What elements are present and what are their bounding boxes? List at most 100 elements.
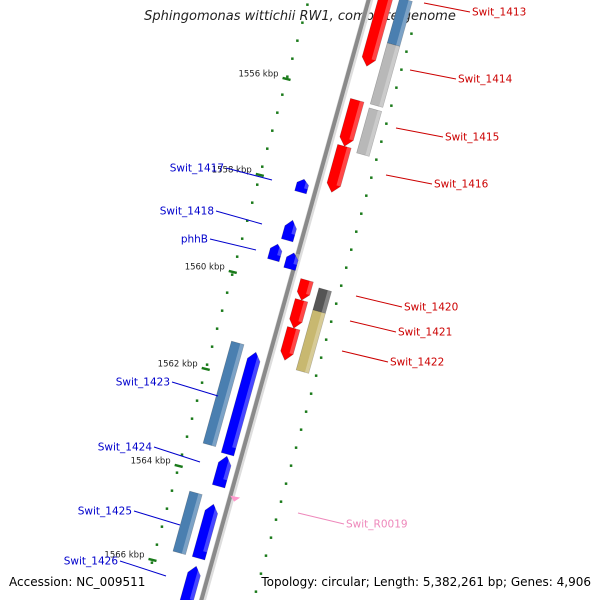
tick-mark <box>148 557 157 563</box>
cds-swit-1425-block <box>172 490 203 555</box>
track-dot <box>271 129 274 132</box>
track-dot <box>250 201 254 204</box>
track-dot <box>304 410 308 413</box>
tick-mark <box>201 366 211 372</box>
label-swit-1425[interactable]: Swit_1425 <box>78 506 132 518</box>
track-dot <box>319 356 323 359</box>
label-swit-1415[interactable]: Swit_1415 <box>445 132 499 144</box>
label-swit-1421[interactable]: Swit_1421 <box>398 327 452 339</box>
tick-label: 1564 kbp <box>131 456 171 466</box>
track-dot <box>210 345 214 348</box>
label-swit-1424-leader <box>153 446 201 463</box>
track-dot <box>261 165 264 168</box>
track-dot <box>350 248 353 251</box>
track-dot <box>170 489 174 492</box>
label-swit-1413[interactable]: Swit_1413 <box>472 7 526 19</box>
track-dot <box>205 363 209 366</box>
gene-swit-1415-arrow <box>339 98 365 147</box>
track-dot <box>160 525 164 528</box>
label-swit-1423[interactable]: Swit_1423 <box>116 377 170 389</box>
track-dot <box>291 57 294 60</box>
label-swit-1415-leader <box>395 127 444 138</box>
gene-swit-1423-arrow <box>220 351 263 457</box>
label-phhb[interactable]: phhB <box>181 234 208 246</box>
track-dot <box>195 399 199 402</box>
label-swit-1421-leader <box>349 320 397 333</box>
track-dot <box>306 3 309 6</box>
track-dot <box>301 21 304 24</box>
label-swit-1424[interactable]: Swit_1424 <box>98 442 153 454</box>
track-dot <box>289 464 293 467</box>
track-dot <box>240 237 244 240</box>
label-swit-1422-leader <box>341 350 389 363</box>
gene-swit-1413-arrow <box>361 0 394 67</box>
cds-swit-1423-block <box>202 340 245 447</box>
gene-swit-1424-arrow <box>211 455 234 489</box>
track-dot <box>279 500 283 503</box>
track-dot <box>200 381 204 384</box>
tick-mark <box>228 269 238 275</box>
label-swit-1418[interactable]: Swit_1418 <box>160 206 214 218</box>
label-swit-1422[interactable]: Swit_1422 <box>390 357 444 369</box>
track-dot <box>400 68 403 71</box>
track-dot <box>259 572 263 575</box>
gene-swit-1426-arrow <box>178 565 203 600</box>
gene-swit-1425-arrow <box>191 503 220 561</box>
track-dot <box>294 446 298 449</box>
track-dot <box>410 32 413 35</box>
label-swit-1423-leader <box>171 381 219 397</box>
tick-label: 1562 kbp <box>158 359 198 369</box>
label-swit-1417[interactable]: Swit_1417 <box>170 163 224 175</box>
label-swit-1420[interactable]: Swit_1420 <box>404 302 458 314</box>
track-dot <box>264 554 268 557</box>
gene-swit-1416-arrow <box>326 144 352 193</box>
rna-swit-r0019-marker <box>230 495 241 502</box>
track-dot <box>329 320 333 323</box>
label-swit-r0019[interactable]: Swit_R0019 <box>346 519 408 531</box>
label-swit-1420-leader <box>355 295 403 308</box>
accession-text: Accession: NC_009511 <box>9 575 146 589</box>
label-swit-1414[interactable]: Swit_1414 <box>458 74 513 86</box>
backbone <box>199 0 371 600</box>
track-dot <box>165 507 169 510</box>
cds-swit-1421-block <box>295 309 326 374</box>
track-dot <box>185 435 189 438</box>
topology-text: Topology: circular; Length: 5,382,261 bp… <box>261 575 591 589</box>
track-dot <box>344 266 348 269</box>
label-swit-1426[interactable]: Swit_1426 <box>64 556 119 568</box>
track-dot <box>269 536 273 539</box>
gene-swit-1417-arrow <box>294 178 310 195</box>
gene-swit-1418-arrow <box>280 219 299 243</box>
track-dot <box>180 453 184 456</box>
label-swit-1414-leader <box>409 69 457 80</box>
track-dot <box>284 482 288 485</box>
track-dot <box>299 428 303 431</box>
track-dot <box>334 302 338 305</box>
label-swit-1417-leader <box>225 167 273 181</box>
label-swit-1416[interactable]: Swit_1416 <box>434 179 489 191</box>
gene-phhb-arrow-a <box>267 243 284 263</box>
gene-swit-1421-arrow <box>289 298 309 329</box>
track-dot <box>266 147 269 150</box>
track-dot <box>296 39 299 42</box>
tick-label: 1556 kbp <box>238 69 278 79</box>
tick-mark <box>255 172 265 178</box>
track-dot <box>370 176 373 179</box>
track-dot <box>375 158 378 161</box>
label-swit-1413-leader <box>423 2 471 13</box>
track-dot <box>390 104 393 107</box>
tick-mark <box>282 76 291 82</box>
track-dot <box>255 183 259 186</box>
tick-label: 1560 kbp <box>185 262 225 272</box>
track-dot <box>339 284 343 287</box>
track-dot <box>309 392 313 395</box>
track-dot <box>324 338 328 341</box>
track-dot <box>254 590 258 593</box>
label-swit-1418-leader <box>215 210 263 225</box>
track-dot <box>245 219 249 222</box>
tick-label: 1558 kbp <box>212 165 252 175</box>
gene-swit-1422-arrow <box>280 326 301 361</box>
track-dot <box>385 122 388 125</box>
track-dot <box>225 291 229 294</box>
